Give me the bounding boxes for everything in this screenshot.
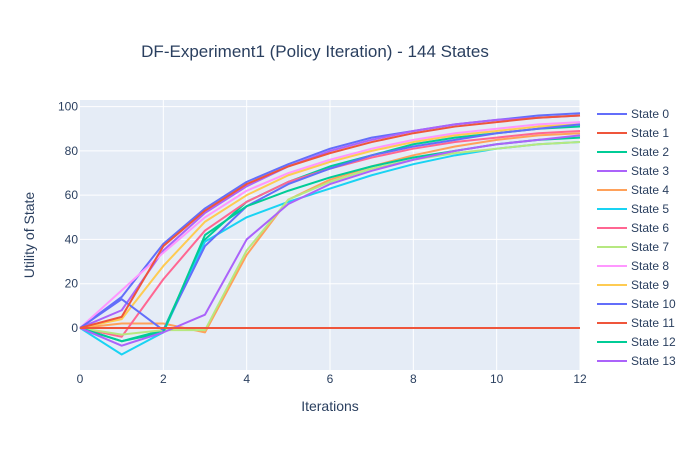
y-tick-label: 0 <box>71 321 78 335</box>
legend[interactable]: State 0 State 1 State 2 State 3 State 4 State… <box>597 107 676 368</box>
legend-item[interactable]: State 9 <box>597 278 669 292</box>
x-tick-label: 0 <box>77 372 84 386</box>
y-tick-label: 100 <box>58 100 78 114</box>
x-tick-label: 4 <box>243 372 250 386</box>
legend-label: State 5 <box>631 202 669 216</box>
legend-label: State 9 <box>631 278 669 292</box>
y-axis-title: Utility of State <box>21 192 37 279</box>
x-tick-label: 10 <box>490 372 504 386</box>
legend-label: State 0 <box>631 107 669 121</box>
legend-label: State 11 <box>631 316 675 330</box>
legend-item[interactable]: State 5 <box>597 202 669 216</box>
legend-item[interactable]: State 7 <box>597 240 669 254</box>
series-line-state-3[interactable] <box>79 114 581 329</box>
legend-label: State 2 <box>631 145 669 159</box>
legend-item[interactable]: State 13 <box>597 354 676 368</box>
legend-label: State 8 <box>631 259 669 273</box>
series-line-state-9[interactable] <box>79 123 581 329</box>
series-line-state-4[interactable] <box>79 132 581 334</box>
legend-label: State 1 <box>631 126 669 140</box>
x-tick-label: 8 <box>410 372 417 386</box>
legend-item[interactable]: State 8 <box>597 259 669 273</box>
legend-item[interactable]: State 10 <box>597 297 676 311</box>
series-line-state-8[interactable] <box>79 121 581 329</box>
y-tick-label: 40 <box>65 232 79 246</box>
y-tick-label: 60 <box>65 188 79 202</box>
series-line-state-11[interactable] <box>79 114 581 329</box>
legend-item[interactable]: State 4 <box>597 183 669 197</box>
y-axis-ticks: 0 20 40 60 80 100 <box>58 100 78 335</box>
legend-label: State 3 <box>631 164 669 178</box>
legend-label: State 13 <box>631 354 676 368</box>
legend-label: State 4 <box>631 183 669 197</box>
series-line-state-13[interactable] <box>79 134 581 347</box>
chart-title: DF-Experiment1 (Policy Iteration) - 144 … <box>141 42 489 61</box>
x-tick-label: 2 <box>160 372 167 386</box>
x-axis-ticks: 0 2 4 6 8 10 12 <box>77 372 587 386</box>
legend-item[interactable]: State 1 <box>597 126 669 140</box>
y-tick-label: 20 <box>65 277 79 291</box>
x-tick-label: 12 <box>573 372 587 386</box>
y-tick-label: 80 <box>65 144 79 158</box>
legend-label: State 6 <box>631 221 669 235</box>
legend-item[interactable]: State 2 <box>597 145 669 159</box>
legend-label: State 12 <box>631 335 676 349</box>
legend-item[interactable]: State 0 <box>597 107 669 121</box>
legend-item[interactable]: State 11 <box>597 316 675 330</box>
x-axis-title: Iterations <box>301 398 359 414</box>
legend-item[interactable]: State 3 <box>597 164 669 178</box>
series-lines <box>79 112 581 356</box>
x-tick-label: 6 <box>327 372 334 386</box>
legend-item[interactable]: State 6 <box>597 221 669 235</box>
legend-label: State 7 <box>631 240 669 254</box>
legend-item[interactable]: State 12 <box>597 335 676 349</box>
legend-label: State 10 <box>631 297 676 311</box>
